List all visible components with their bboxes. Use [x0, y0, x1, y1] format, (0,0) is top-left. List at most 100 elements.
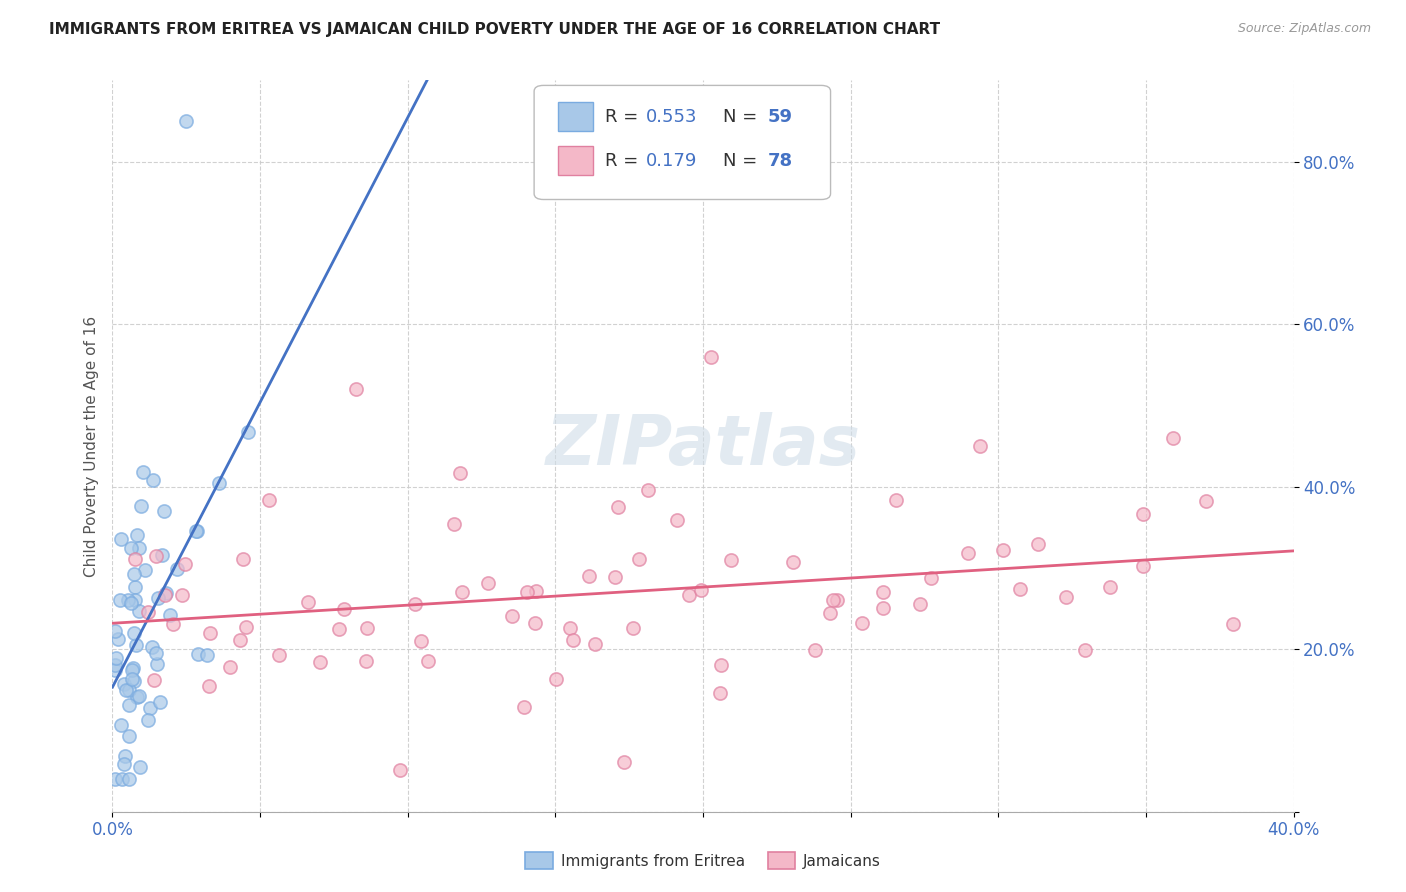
Point [125, 638, 148, 652]
Point [910, 597, 932, 611]
Text: 59: 59 [768, 108, 793, 126]
Point [155, 588, 177, 602]
Text: 0.553: 0.553 [647, 108, 697, 126]
Point [1054, 590, 1077, 604]
FancyBboxPatch shape [534, 86, 831, 200]
Point [114, 683, 136, 698]
Point [523, 616, 546, 631]
Point [1074, 643, 1097, 657]
Point [825, 592, 848, 607]
Point [198, 626, 221, 640]
Point [232, 551, 254, 566]
Point [356, 621, 378, 635]
Point [124, 593, 146, 607]
Text: ZIPatlas: ZIPatlas [546, 412, 860, 480]
Point [141, 640, 163, 655]
Point [117, 683, 139, 698]
Point [516, 584, 538, 599]
Point [195, 648, 218, 663]
Point [145, 646, 167, 660]
Point [120, 541, 142, 556]
Point [111, 772, 134, 787]
Point [920, 571, 942, 585]
Text: 78: 78 [768, 152, 793, 169]
Point [956, 545, 979, 559]
Point [513, 699, 536, 714]
Point [1028, 537, 1050, 551]
Point [136, 713, 159, 727]
Point [114, 748, 136, 763]
Point [153, 504, 176, 518]
FancyBboxPatch shape [558, 103, 593, 131]
Point [124, 580, 146, 594]
Point [884, 492, 907, 507]
Point [562, 632, 585, 647]
Point [969, 439, 991, 453]
Point [139, 701, 162, 715]
Text: N =: N = [723, 108, 763, 126]
Point [354, 654, 377, 668]
Point [146, 657, 169, 672]
Point [128, 541, 150, 556]
Point [449, 466, 471, 480]
Point [872, 601, 894, 615]
Point [477, 575, 499, 590]
Point [122, 661, 145, 675]
Point [578, 568, 600, 582]
Point [782, 555, 804, 569]
Point [125, 690, 148, 705]
Point [146, 591, 169, 605]
Point [107, 632, 129, 646]
Point [128, 689, 150, 703]
Point [186, 524, 208, 538]
Point [128, 603, 150, 617]
Point [118, 729, 141, 743]
Point [122, 626, 145, 640]
Point [1195, 494, 1218, 508]
Point [606, 500, 628, 515]
Point [267, 648, 290, 662]
Text: IMMIGRANTS FROM ERITREA VS JAMAICAN CHILD POVERTY UNDER THE AGE OF 16 CORRELATIO: IMMIGRANTS FROM ERITREA VS JAMAICAN CHIL… [49, 22, 941, 37]
Point [416, 654, 439, 668]
Point [235, 620, 257, 634]
Point [104, 624, 127, 638]
Point [170, 588, 193, 602]
Point [104, 651, 127, 665]
Point [297, 595, 319, 609]
FancyBboxPatch shape [558, 146, 593, 176]
Point [121, 663, 143, 677]
Point [333, 602, 356, 616]
Y-axis label: Child Poverty Under the Age of 16: Child Poverty Under the Age of 16 [83, 316, 98, 576]
Point [628, 552, 651, 566]
Point [720, 552, 742, 566]
Point [309, 655, 332, 669]
Point [186, 524, 208, 539]
Point [823, 593, 845, 607]
Point [219, 660, 242, 674]
Point [1132, 507, 1154, 521]
Point [173, 557, 195, 571]
Point [174, 114, 197, 128]
Point [121, 672, 143, 686]
Point [128, 760, 150, 774]
Point [637, 483, 659, 498]
Point [560, 621, 582, 635]
Point [150, 548, 173, 562]
Point [1161, 431, 1184, 445]
Point [700, 350, 723, 364]
Point [621, 621, 644, 635]
Point [524, 584, 547, 599]
Point [162, 617, 184, 632]
Point [104, 772, 127, 787]
Point [124, 552, 146, 566]
Point [187, 647, 209, 661]
Point [159, 607, 181, 622]
Point [818, 607, 841, 621]
Point [108, 593, 131, 607]
Point [991, 542, 1014, 557]
Point [122, 567, 145, 582]
Point [142, 473, 165, 487]
Point [613, 756, 636, 770]
Point [328, 623, 350, 637]
Point [129, 499, 152, 513]
